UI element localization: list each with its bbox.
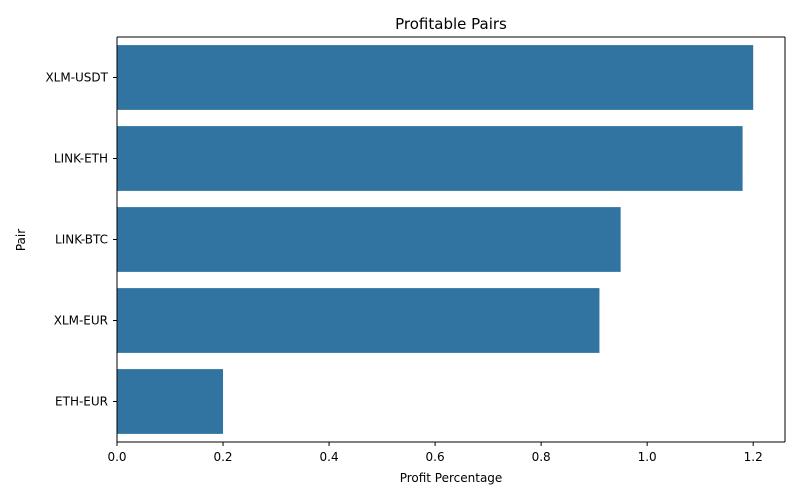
chart-title: Profitable Pairs <box>395 15 507 33</box>
x-tick-label: 1.0 <box>638 450 657 464</box>
x-tick-label: 0.2 <box>213 450 232 464</box>
bar-link-btc <box>117 207 621 272</box>
bars-group <box>117 45 754 434</box>
x-tick-label: 0.0 <box>107 450 126 464</box>
bar-eth-eur <box>117 369 224 434</box>
x-axis-label: Profit Percentage <box>400 471 503 485</box>
x-tick-label: 0.4 <box>320 450 339 464</box>
x-tick-label: 0.8 <box>532 450 551 464</box>
y-tick-label: LINK-ETH <box>54 152 108 166</box>
bar-link-eth <box>117 126 743 191</box>
y-tick-label: XLM-EUR <box>54 314 108 328</box>
y-axis-ticks: XLM-USDT LINK-ETH LINK-BTC XLM-EUR ETH-EUR <box>45 71 117 409</box>
x-axis-ticks: 0.0 0.2 0.4 0.6 0.8 1.0 1.2 <box>107 442 763 464</box>
x-tick-label: 0.6 <box>426 450 445 464</box>
y-tick-label: XLM-USDT <box>45 71 108 85</box>
y-tick-label: ETH-EUR <box>55 395 108 409</box>
y-axis-label: Pair <box>14 229 28 251</box>
x-tick-label: 1.2 <box>744 450 763 464</box>
bar-xlm-eur <box>117 288 600 353</box>
y-tick-label: LINK-BTC <box>55 233 108 247</box>
bar-xlm-usdt <box>117 45 754 110</box>
